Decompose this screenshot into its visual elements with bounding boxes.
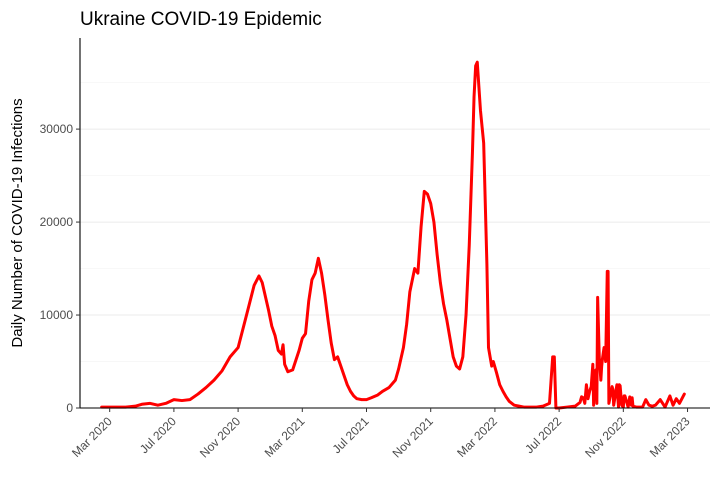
x-ticks: Mar 2020 Jul 2020 Nov 2020 Mar 2021 Jul 2021… [69, 408, 693, 460]
y-tick-label: 30000 [40, 122, 74, 136]
x-tick-label: Nov 2020 [197, 414, 243, 460]
grid-layer [80, 82, 710, 409]
x-tick-label: Mar 2020 [69, 414, 115, 460]
x-tick-label: Jul 2022 [522, 414, 564, 456]
y-tick-label: 0 [66, 401, 73, 415]
series-line-daily-infections [100, 60, 686, 410]
x-tick-label: Jul 2021 [330, 414, 372, 456]
x-tick-label: Mar 2022 [454, 414, 500, 460]
x-tick-label: Nov 2022 [582, 414, 628, 460]
x-tick-label: Mar 2023 [647, 414, 693, 460]
x-tick-label: Jul 2020 [137, 414, 179, 456]
y-axis-title: Daily Number of COVID-19 Infections [9, 98, 26, 347]
y-tick-label: 10000 [40, 308, 74, 322]
chart-title: Ukraine COVID-19 Epidemic [80, 9, 322, 30]
series-layer [100, 60, 686, 410]
y-ticks: 0 10000 20000 30000 [40, 122, 80, 415]
x-tick-label: Mar 2021 [262, 414, 308, 460]
y-tick-label: 20000 [40, 215, 74, 229]
x-tick-label: Nov 2021 [390, 414, 436, 460]
